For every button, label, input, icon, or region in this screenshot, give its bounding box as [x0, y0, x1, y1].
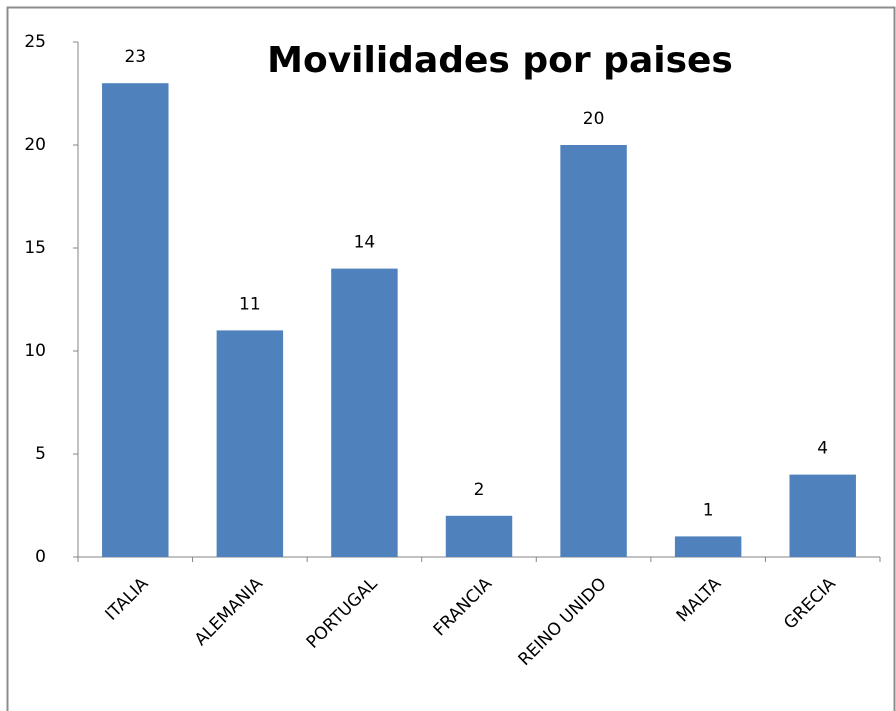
y-tick-label: 25 [24, 32, 46, 52]
data-label: 1 [703, 500, 714, 520]
bar [331, 268, 398, 557]
bar [216, 330, 284, 557]
bar [445, 515, 513, 557]
data-label: 2 [474, 480, 485, 500]
bar [560, 145, 627, 557]
bar [789, 474, 856, 557]
bar [674, 536, 742, 557]
y-tick-label: 5 [35, 444, 46, 464]
data-label: 11 [239, 294, 261, 314]
y-tick-label: 15 [24, 238, 46, 258]
data-label: 4 [817, 439, 828, 459]
data-label: 23 [124, 47, 146, 67]
data-label: 14 [354, 233, 376, 253]
data-label: 20 [583, 109, 605, 129]
y-tick-label: 0 [35, 547, 46, 567]
bar [102, 83, 169, 557]
y-tick-label: 10 [24, 341, 46, 361]
y-tick-label: 20 [24, 135, 46, 155]
chart-title: Movilidades por paises [267, 40, 733, 81]
